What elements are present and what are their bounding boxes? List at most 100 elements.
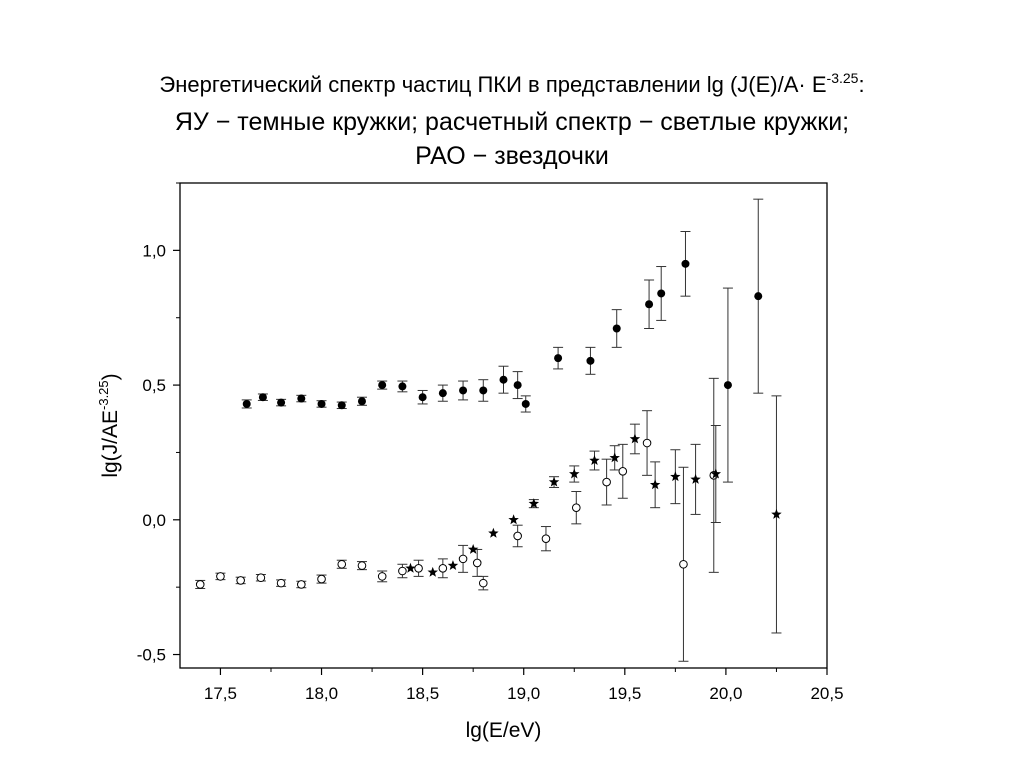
star-marker [589, 455, 600, 465]
star-point [427, 566, 438, 577]
y-tick-label: 1,0 [142, 241, 166, 260]
filled-circle-marker [723, 381, 732, 390]
star-marker [467, 543, 479, 554]
x-tick-label: 20,0 [709, 684, 742, 703]
open-circle-marker [458, 554, 468, 564]
x-tick-label: 18,5 [406, 684, 439, 703]
chart-title-line2: ЯУ − темные кружки; расчетный спектр − с… [174, 108, 850, 136]
open-circle-marker [602, 477, 611, 487]
y-axis-label: lg(J/AE-3.25) [96, 373, 122, 477]
star-point [710, 425, 722, 523]
star-marker [629, 433, 641, 444]
open-circle-point [356, 561, 367, 571]
star-marker [427, 566, 438, 577]
y-tick-label: 0,5 [142, 376, 166, 395]
filled-circle-point [336, 401, 347, 410]
filled-circle-point [644, 279, 655, 329]
open-circle-marker [679, 559, 688, 569]
star-point [528, 498, 540, 509]
star-point [548, 476, 560, 488]
star-marker [771, 508, 782, 519]
star-point [508, 514, 519, 525]
filled-circle-marker [242, 399, 251, 408]
filled-circle-marker [657, 289, 666, 298]
filled-circle-marker [277, 398, 286, 407]
chart-title-line3: РАО − звездочки [415, 142, 609, 170]
star-marker [670, 471, 681, 482]
open-circle-marker [398, 566, 407, 576]
title-exponent: -3.25 [826, 70, 859, 86]
star-point [488, 527, 499, 538]
open-circle-marker [478, 578, 488, 588]
open-circle-point [678, 466, 689, 662]
open-circle-point [235, 576, 246, 585]
star-marker [405, 562, 416, 573]
filled-circle-point [520, 395, 531, 413]
open-circle-marker [357, 561, 367, 570]
star-point [609, 445, 620, 471]
star-point [670, 449, 681, 505]
filled-circle-marker [612, 324, 621, 333]
filled-circle-point [611, 309, 622, 348]
star-point [629, 423, 641, 455]
filled-circle-point [512, 371, 523, 400]
open-circle-marker [571, 503, 581, 512]
filled-circle-marker [357, 397, 366, 406]
filled-circle-point [437, 384, 448, 402]
filled-circle-point [458, 380, 469, 401]
open-circle-point [601, 458, 612, 506]
filled-circle-marker [479, 386, 488, 395]
star-point [569, 465, 580, 483]
filled-circle-point [753, 198, 764, 394]
x-tick-label: 19,5 [608, 684, 641, 703]
x-tick-label: 19,0 [507, 684, 540, 703]
open-circle-point [316, 574, 327, 584]
star-marker [548, 476, 560, 487]
x-tick-label: 17,5 [204, 684, 237, 703]
open-circle-point [296, 580, 307, 589]
x-axis-label: lg(E/eV) [466, 719, 542, 742]
filled-circle-marker [297, 394, 306, 403]
filled-circle-marker [438, 389, 447, 398]
filled-circle-point [656, 266, 667, 321]
open-circle-marker [236, 576, 245, 585]
open-circle-point [255, 573, 266, 583]
open-circle-point [642, 410, 653, 476]
star-marker [508, 514, 519, 525]
star-point [447, 560, 459, 571]
filled-circle-marker [337, 401, 346, 410]
filled-circle-point [241, 399, 252, 409]
open-circle-point [397, 563, 408, 579]
filled-circle-marker [554, 354, 563, 363]
filled-circle-marker [513, 381, 522, 390]
open-circle-marker [472, 558, 482, 568]
open-circle-marker [216, 572, 225, 581]
filled-circle-marker [258, 393, 267, 402]
star-marker [569, 468, 580, 479]
open-circle-point [215, 572, 226, 581]
open-circle-marker [438, 564, 448, 573]
chart-title-line1: Энергетический спектр частиц ПКИ в предс… [0, 70, 1024, 98]
star-point [690, 443, 701, 515]
open-circle-marker [337, 559, 347, 569]
filled-circle-point [276, 398, 287, 407]
filled-circle-point [585, 346, 596, 375]
y-tick-label: 0,0 [142, 511, 166, 530]
open-circle-point [617, 443, 628, 499]
open-circle-point [437, 558, 448, 579]
star-marker [649, 479, 661, 490]
open-circle-point [512, 524, 523, 548]
filled-circle-point [498, 365, 509, 394]
star-point [649, 461, 661, 509]
filled-circle-point [722, 287, 733, 483]
y-tick-label: -0,5 [137, 646, 166, 665]
star-marker [447, 560, 459, 571]
axis-ticks: 17,5 18,0 18,5 19,0 19,5 20,0 20,5 -0,5 0,0 0,5 1,… [137, 182, 844, 703]
open-circle-point [276, 578, 287, 588]
star-point [589, 450, 600, 471]
filled-circle-point [680, 231, 691, 297]
data-points [195, 198, 782, 662]
x-tick-label: 20,5 [810, 684, 843, 703]
title-colon: : [858, 72, 865, 97]
